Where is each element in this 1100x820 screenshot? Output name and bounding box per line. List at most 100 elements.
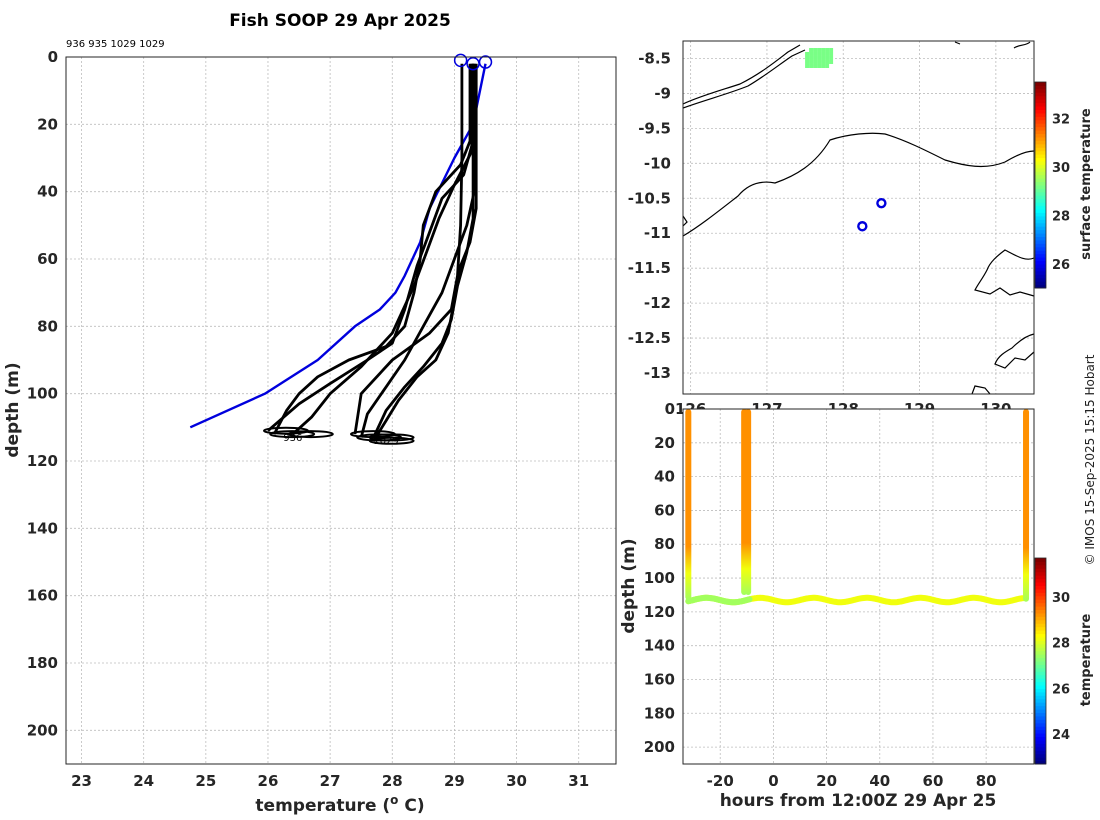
section-x-tick-label: 20 bbox=[816, 772, 837, 790]
section-colorbar-segment bbox=[1035, 722, 1046, 727]
sst-cell bbox=[821, 51, 826, 56]
map-colorbar-tick: 30 bbox=[1052, 161, 1070, 176]
sst-cell bbox=[817, 55, 822, 60]
section-x-axis-label: hours from 12:00Z 29 Apr 25 bbox=[720, 791, 997, 811]
section-colorbar-segment bbox=[1035, 599, 1046, 604]
map-colorbar-segment bbox=[1035, 147, 1046, 152]
section-colorbar-segment bbox=[1035, 654, 1046, 659]
sst-cell bbox=[817, 63, 822, 68]
section-y-tick-label: 40 bbox=[654, 468, 675, 486]
sst-cell bbox=[809, 51, 814, 56]
section-x-tick-label: 40 bbox=[869, 772, 890, 790]
sst-cell bbox=[821, 55, 826, 60]
section-colorbar-segment bbox=[1035, 582, 1046, 586]
section-colorbar-segment bbox=[1035, 698, 1046, 703]
section-colorbar-segment bbox=[1035, 595, 1046, 600]
map-lat-tick-label: -12.5 bbox=[628, 329, 671, 347]
sst-cell bbox=[817, 59, 822, 64]
section-colorbar-segment bbox=[1035, 612, 1046, 617]
map-colorbar-segment bbox=[1035, 270, 1046, 275]
profile-line bbox=[272, 63, 472, 435]
y-tick-label: 100 bbox=[27, 385, 58, 403]
profile-bottom-loop bbox=[368, 433, 415, 442]
map-colorbar-segment bbox=[1035, 167, 1046, 172]
section-colorbar-segment bbox=[1035, 636, 1046, 641]
map-colorbar-segment bbox=[1035, 281, 1046, 286]
cast-column bbox=[745, 409, 752, 595]
section-colorbar-label: temperature bbox=[1079, 614, 1094, 707]
profile-label-1029: 1029 bbox=[373, 436, 398, 447]
map-lat-tick-label: -12 bbox=[644, 294, 671, 312]
x-tick-label: 30 bbox=[506, 772, 527, 790]
sst-cell bbox=[821, 47, 826, 52]
section-colorbar-segment bbox=[1035, 743, 1046, 748]
map-colorbar-segment bbox=[1035, 109, 1046, 114]
section-plot: -20 0 20 40 60 80020406080100120140160180200 … bbox=[619, 400, 1094, 811]
surface-marker bbox=[453, 53, 468, 68]
map-colorbar-segment bbox=[1035, 88, 1046, 93]
map-colorbar-segment bbox=[1035, 178, 1046, 183]
bottom-tow-track-cool bbox=[685, 594, 753, 606]
section-y-tick-label: 80 bbox=[654, 535, 675, 553]
section-colorbar-segment bbox=[1035, 760, 1046, 765]
section-colorbar-segment bbox=[1035, 739, 1046, 744]
y-tick-label: 40 bbox=[37, 183, 58, 201]
map-colorbar-segment bbox=[1035, 102, 1046, 107]
section-y-tick-label: 180 bbox=[644, 704, 675, 722]
x-tick-label: 26 bbox=[258, 772, 279, 790]
section-colorbar-segment bbox=[1035, 640, 1046, 645]
map-colorbar-segment bbox=[1035, 250, 1046, 255]
sst-cell bbox=[821, 63, 826, 68]
section-colorbar-segment bbox=[1035, 592, 1046, 597]
sst-cell bbox=[809, 59, 814, 64]
map-colorbar-segment bbox=[1035, 140, 1046, 145]
sst-cell bbox=[805, 51, 810, 56]
map-colorbar-segment bbox=[1035, 150, 1046, 155]
sst-cell bbox=[825, 59, 830, 64]
section-y-tick-label: 200 bbox=[644, 738, 675, 756]
sst-cell bbox=[825, 47, 830, 52]
section-colorbar-segment bbox=[1035, 657, 1046, 662]
map-colorbar: 26 28 30 32 bbox=[1034, 81, 1070, 289]
map-colorbar-segment bbox=[1035, 257, 1046, 262]
section-colorbar-segment bbox=[1035, 695, 1046, 700]
section-colorbar-segment bbox=[1035, 578, 1046, 583]
map-colorbar-tick: 26 bbox=[1052, 258, 1070, 273]
map-colorbar-segment bbox=[1035, 106, 1046, 110]
section-frame bbox=[682, 408, 1035, 765]
sst-cell bbox=[829, 47, 834, 52]
y-axis-label: depth (m) bbox=[3, 362, 23, 457]
map-colorbar-segment bbox=[1035, 198, 1046, 203]
section-colorbar-segment bbox=[1035, 571, 1046, 576]
map-colorbar-segment bbox=[1035, 188, 1046, 193]
section-colorbar-segment bbox=[1035, 626, 1046, 631]
map-colorbar-segment bbox=[1035, 154, 1046, 159]
section-y-tick-label: 120 bbox=[644, 603, 675, 621]
section-colorbar-segment bbox=[1035, 709, 1046, 713]
sst-cell bbox=[813, 63, 818, 68]
section-colorbar: 24 26 28 30 bbox=[1034, 557, 1070, 765]
x-tick-label: 31 bbox=[568, 772, 589, 790]
map-lat-tick-label: -9 bbox=[654, 84, 671, 102]
cast-column bbox=[685, 409, 692, 601]
map-colorbar-segment bbox=[1035, 136, 1046, 141]
map-colorbar-segment bbox=[1035, 130, 1046, 134]
profile-line bbox=[267, 63, 475, 432]
section-colorbar-segment bbox=[1035, 643, 1046, 648]
section-colorbar-segment bbox=[1035, 691, 1046, 696]
y-tick-label: 160 bbox=[27, 587, 58, 605]
section-colorbar-segment bbox=[1035, 671, 1046, 676]
chart-title: Fish SOOP 29 Apr 2025 bbox=[229, 11, 451, 31]
section-colorbar-tick: 30 bbox=[1052, 591, 1070, 606]
map-colorbar-segment bbox=[1035, 119, 1046, 124]
map-colorbar-segment bbox=[1035, 209, 1046, 213]
map-colorbar-segment bbox=[1035, 233, 1046, 237]
map-lat-tick-label: -11.5 bbox=[628, 259, 671, 277]
map-colorbar-segment bbox=[1035, 133, 1046, 138]
map-colorbar-segment bbox=[1035, 253, 1046, 258]
section-colorbar-segment bbox=[1035, 647, 1046, 652]
map-colorbar-segment bbox=[1035, 116, 1046, 121]
section-colorbar-segment bbox=[1035, 688, 1046, 693]
profile-plot-frame bbox=[65, 56, 617, 765]
